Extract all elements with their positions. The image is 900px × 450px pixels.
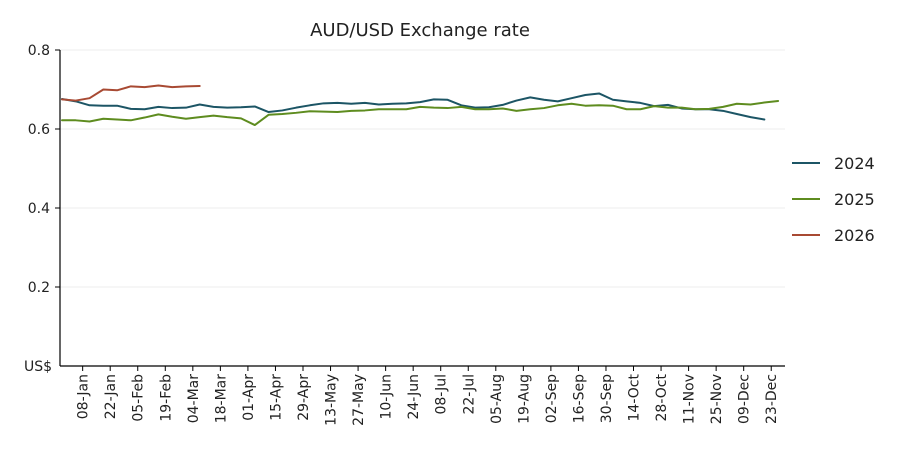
x-tick-label-14: 22-Jul: [461, 374, 477, 415]
y-tick-label-3: 0.8: [28, 43, 50, 59]
series-lines: [61, 84, 780, 127]
x-tick-label-23: 25-Nov: [709, 374, 725, 424]
x-axis-ticks: 08-Jan 22-Jan 05-Feb 19-Feb 04-Mar 18-Mar 01-A…: [76, 366, 780, 426]
x-tick-label-12: 24-Jun: [406, 374, 422, 420]
x-tick-label-17: 02-Sep: [544, 374, 560, 423]
x-tick-label-13: 08-Jul: [434, 374, 450, 415]
x-tick-label-7: 15-Apr: [268, 374, 284, 421]
x-tick-label-19: 30-Sep: [599, 374, 615, 423]
x-tick-label-2: 05-Feb: [131, 374, 147, 422]
x-tick-label-10: 27-May: [351, 374, 367, 426]
x-tick-label-22: 11-Nov: [682, 374, 698, 424]
y-axis-ticks: 0.2 0.4 0.6 0.8: [28, 43, 60, 296]
y-tick-label-0: 0.2: [28, 280, 50, 296]
x-tick-label-5: 18-Mar: [213, 374, 229, 424]
x-tick-label-18: 16-Sep: [571, 374, 587, 423]
x-tick-label-8: 29-Apr: [296, 374, 312, 421]
x-tick-label-15: 05-Aug: [489, 374, 505, 424]
x-tick-label-9: 13-May: [324, 374, 340, 426]
y-tick-label-1: 0.4: [28, 201, 50, 217]
series-line-2024: [61, 92, 766, 121]
x-tick-label-20: 14-Oct: [627, 373, 643, 421]
x-tick-label-0: 08-Jan: [76, 374, 92, 419]
y-unit-label: US$: [24, 359, 52, 375]
grid-lines: [60, 49, 785, 288]
legend-label-2026: 2026: [834, 226, 875, 245]
x-tick-label-25: 23-Dec: [764, 374, 780, 424]
x-tick-label-6: 01-Apr: [241, 374, 257, 421]
x-tick-label-24: 09-Dec: [737, 374, 753, 424]
x-tick-label-11: 10-Jun: [379, 374, 395, 420]
x-tick-label-16: 19-Aug: [516, 374, 532, 424]
x-tick-label-4: 04-Mar: [186, 374, 202, 424]
legend-label-2024: 2024: [834, 154, 875, 173]
x-tick-label-1: 22-Jan: [103, 374, 119, 419]
x-tick-label-21: 28-Oct: [654, 373, 670, 421]
y-tick-label-2: 0.6: [28, 122, 50, 138]
chart-title: AUD/USD Exchange rate: [310, 20, 530, 41]
legend: 2024 2025 2026: [792, 154, 875, 245]
legend-label-2025: 2025: [834, 190, 875, 209]
x-tick-label-3: 19-Feb: [158, 374, 174, 422]
series-line-2026: [61, 84, 201, 102]
series-line-2025: [61, 99, 780, 127]
